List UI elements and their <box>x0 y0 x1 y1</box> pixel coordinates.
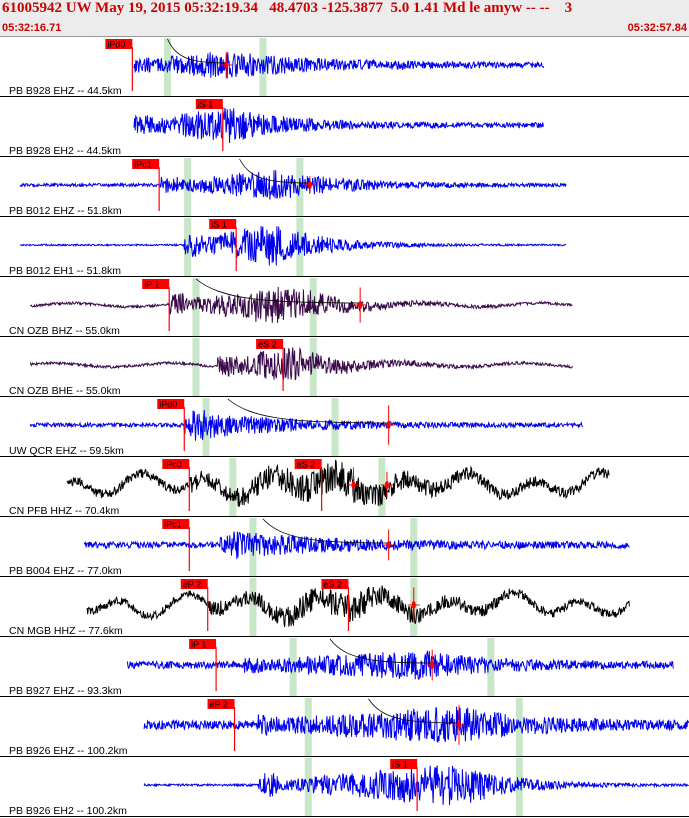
waveform-trace <box>126 649 674 681</box>
phase-pick-label: iP 1 <box>144 280 159 290</box>
coda-decay-curve <box>262 518 389 544</box>
analysis-window-band <box>378 458 386 516</box>
analysis-window-band <box>229 458 237 516</box>
phase-pick-box[interactable] <box>105 39 133 49</box>
channel-label: PB B926 EH2 -- 100.2km <box>9 805 127 817</box>
phase-pick-box[interactable] <box>189 639 217 649</box>
coda-decay-curve <box>368 698 459 724</box>
channel-label: PB B928 EH2 -- 44.5km <box>9 145 121 157</box>
phase-pick-box[interactable] <box>390 759 418 769</box>
phase-pick-label: iS 1 <box>392 760 408 770</box>
phase-pick-box[interactable] <box>195 99 223 109</box>
coda-decay-curve <box>239 158 310 184</box>
analysis-window-band <box>192 338 200 396</box>
analysis-window-band <box>304 758 312 816</box>
phase-pick-label: iP 1 <box>191 640 206 650</box>
phase-pick-label: iS 1 <box>198 100 214 110</box>
waveform-trace <box>19 170 567 200</box>
window-start-time: 05:32:16.71 <box>2 22 62 34</box>
channel-label: CN OZB BHZ -- 55.0km <box>9 325 120 337</box>
channel-label: PB B004 EHZ -- 77.0km <box>9 565 122 577</box>
analysis-window-band <box>296 158 304 216</box>
coda-decay-curve <box>227 398 389 424</box>
analysis-window-band <box>515 698 523 756</box>
phase-pick-box[interactable] <box>162 519 190 529</box>
channel-label: PB B012 EH1 -- 51.8km <box>9 265 121 277</box>
waveform-trace <box>86 585 630 628</box>
analysis-window-band <box>515 758 523 816</box>
channel-label: CN PFB HHZ -- 70.4km <box>9 505 120 517</box>
phase-pick-label: eS 2 <box>297 460 316 470</box>
phase-pick-box[interactable] <box>132 159 160 169</box>
waveform-trace <box>29 409 583 441</box>
waveform-trace <box>143 765 689 806</box>
phase-pick-label: iS 1 <box>211 220 227 230</box>
coda-decay-curve <box>329 638 433 664</box>
phase-pick-box[interactable] <box>142 279 170 289</box>
channel-label: PB B012 EHZ -- 51.8km <box>9 205 122 217</box>
phase-pick-box[interactable] <box>162 459 190 469</box>
waveform-trace <box>143 706 689 743</box>
waveform-trace <box>133 107 544 144</box>
phase-pick-label: iPd0 <box>159 400 177 410</box>
waveform-trace <box>66 459 610 507</box>
phase-pick-box[interactable] <box>256 339 284 349</box>
coda-decay-curve <box>195 278 361 304</box>
phase-pick-label: iPd0 <box>107 40 125 50</box>
waveform-trace <box>133 52 545 79</box>
channel-label: PB B928 EHZ -- 44.5km <box>9 85 122 97</box>
event-title: 61005942 UW May 19, 2015 05:32:19.34 48.… <box>2 0 573 16</box>
phase-pick-box[interactable] <box>209 219 237 229</box>
channel-label: UW QCR EHZ -- 59.5km <box>9 445 124 457</box>
event-header: 61005942 UW May 19, 2015 05:32:19.34 48.… <box>0 0 689 37</box>
channel-label: PB B926 EHZ -- 100.2km <box>9 745 128 757</box>
phase-pick-box[interactable] <box>157 399 185 409</box>
phase-pick-box[interactable] <box>321 579 349 589</box>
analysis-window-band <box>487 638 495 696</box>
channel-label: PB B927 EHZ -- 93.3km <box>9 685 122 697</box>
window-end-time: 05:32:57.84 <box>627 22 687 34</box>
phase-pick-box[interactable] <box>294 459 322 469</box>
phase-pick-label: eP 2 <box>183 580 201 590</box>
analysis-window-band <box>289 638 297 696</box>
phase-pick-label: iPc0 <box>164 460 182 470</box>
channel-label: CN OZB BHE -- 55.0km <box>9 385 121 397</box>
waveform-trace <box>29 286 573 323</box>
analysis-window-band <box>202 398 210 456</box>
phase-pick-label: eS 2 <box>258 340 277 350</box>
phase-pick-box[interactable] <box>180 579 208 589</box>
phase-pick-box[interactable] <box>207 699 235 709</box>
phase-pick-label: iPc1 <box>164 520 182 530</box>
analysis-window-band <box>309 338 317 396</box>
coda-decay-curve <box>167 38 228 64</box>
phase-pick-label: eP 2 <box>210 700 228 710</box>
waveform-trace <box>83 531 630 560</box>
waveform-trace <box>29 347 573 381</box>
phase-pick-label: iPc1 <box>134 160 152 170</box>
seismogram-panel[interactable]: iPd0 PB B928 EHZ -- 44.5km iS 1 PB B928 EH2… <box>0 37 689 818</box>
phase-pick-label: eS 2 <box>323 580 342 590</box>
waveform-trace <box>20 226 567 266</box>
analysis-window-band <box>249 578 257 636</box>
channel-label: CN MGB HHZ -- 77.6km <box>9 625 123 637</box>
